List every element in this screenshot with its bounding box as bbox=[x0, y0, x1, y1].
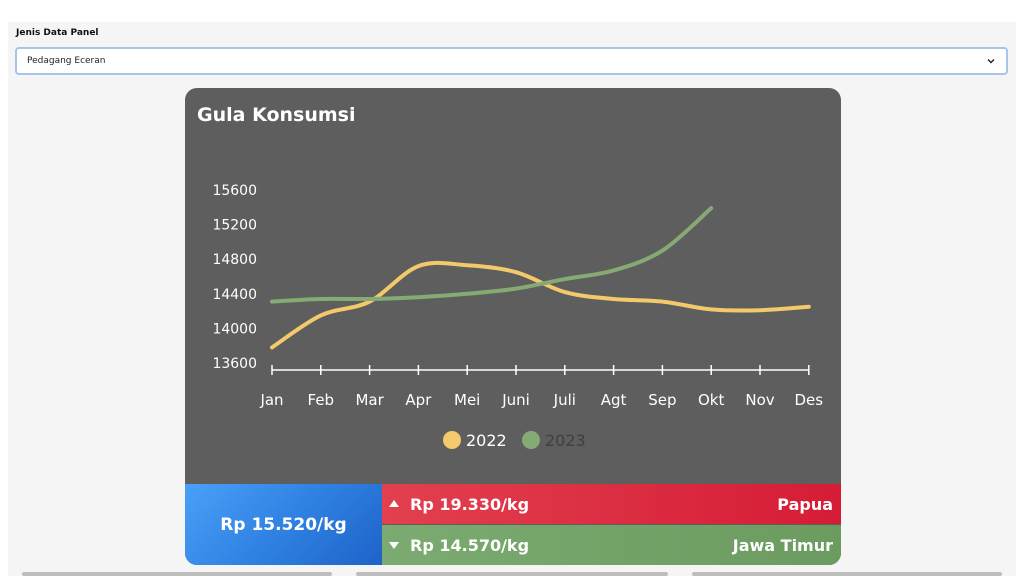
card-title: Gula Konsumsi bbox=[197, 104, 356, 126]
highest-price-row: Rp 19.330/kg Papua bbox=[382, 484, 841, 524]
x-tick-label: Apr bbox=[405, 391, 432, 409]
y-tick-label: 14400 bbox=[212, 287, 257, 303]
legend-label-2023: 2023 bbox=[545, 431, 586, 450]
x-tick-label: Nov bbox=[745, 391, 774, 409]
panel-type-select[interactable]: Pedagang Eceran bbox=[15, 47, 1008, 75]
highest-region: Papua bbox=[777, 494, 833, 514]
lowest-price-row: Rp 14.570/kg Jawa Timur bbox=[382, 525, 841, 565]
series-line-2023 bbox=[270, 206, 714, 304]
chevron-down-icon bbox=[987, 59, 995, 64]
y-tick-label: 14000 bbox=[212, 321, 257, 337]
x-tick-label: Des bbox=[795, 391, 824, 409]
arrow-down-icon bbox=[389, 542, 399, 549]
lowest-region: Jawa Timur bbox=[732, 535, 833, 555]
legend-marker-2023 bbox=[522, 431, 540, 449]
select-value: Pedagang Eceran bbox=[27, 56, 106, 66]
next-card-edge bbox=[356, 572, 668, 576]
legend-label-2022: 2022 bbox=[466, 431, 507, 450]
series-line-2022 bbox=[270, 260, 811, 350]
commodity-card: Gula Konsumsi 13600 14000 14400 14800 15200 1… bbox=[185, 88, 841, 565]
lowest-price: Rp 14.570/kg bbox=[410, 535, 530, 555]
x-tick-label: Feb bbox=[308, 391, 335, 409]
line-chart: 13600 14000 14400 14800 15200 15600 Jan Feb Mar A… bbox=[212, 183, 824, 450]
y-tick-label: 15600 bbox=[212, 183, 257, 199]
x-tick-label: Sep bbox=[648, 391, 676, 409]
x-tick-label: Mar bbox=[355, 391, 384, 409]
y-tick-label: 13600 bbox=[212, 356, 257, 372]
highest-price: Rp 19.330/kg bbox=[410, 494, 530, 514]
y-tick-label: 14800 bbox=[212, 252, 257, 268]
arrow-up-icon bbox=[389, 500, 399, 507]
filter-label: Jenis Data Panel bbox=[16, 28, 99, 38]
x-tick-label: Okt bbox=[698, 391, 724, 409]
next-card-edge bbox=[692, 572, 1002, 576]
x-tick-label: Mei bbox=[454, 391, 480, 409]
x-tick-label: Juni bbox=[501, 391, 530, 409]
x-tick-label: Jan bbox=[259, 391, 283, 409]
y-tick-label: 15200 bbox=[212, 218, 257, 234]
x-tick-label: Agt bbox=[601, 391, 627, 409]
average-price: Rp 15.520/kg bbox=[185, 484, 382, 565]
next-card-edge bbox=[22, 572, 332, 576]
legend-marker-2022 bbox=[443, 431, 461, 449]
x-tick-label: Juli bbox=[553, 391, 576, 409]
